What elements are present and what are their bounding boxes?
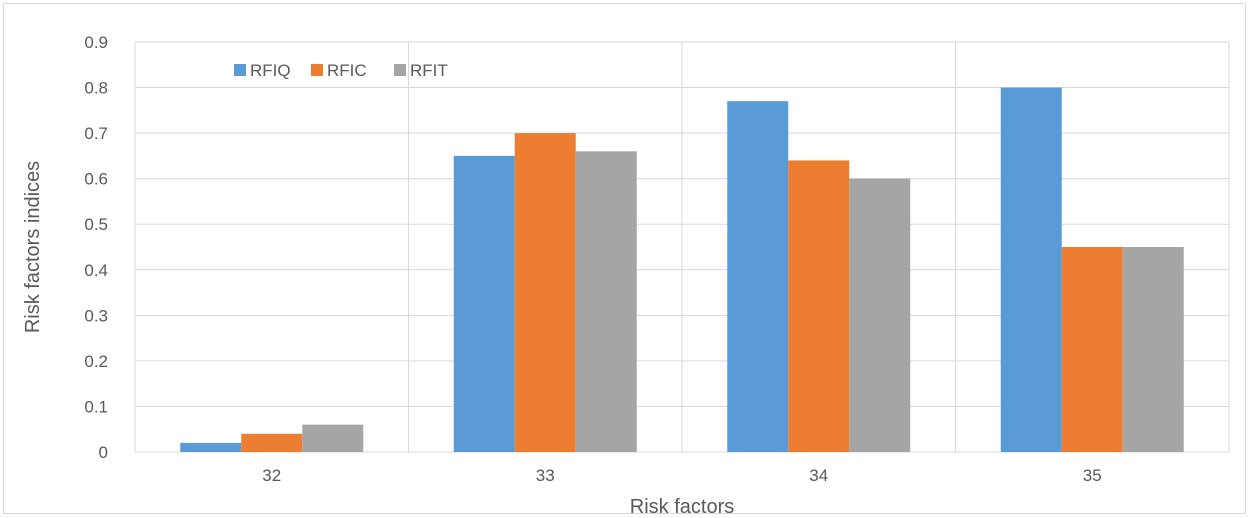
bar-rfit-35	[1122, 247, 1184, 452]
legend-swatch-rfiq	[234, 64, 246, 76]
y-tick-label: 0.7	[84, 124, 108, 143]
bar-rfiq-32	[180, 442, 242, 452]
legend-label-rfic: RFIC	[327, 61, 367, 80]
bar-rfit-33	[575, 151, 637, 453]
x-tick-labels: 32 33 34 35	[262, 466, 1101, 485]
bar-rfic-33	[514, 133, 576, 452]
legend-label-rfiq: RFIQ	[250, 61, 291, 80]
y-tick-label: 0.9	[84, 33, 108, 52]
y-tick-label: 0.6	[84, 170, 108, 189]
y-tick-label: 0.5	[84, 215, 108, 234]
y-tick-label: 0	[99, 443, 108, 462]
bar-rfiq-33	[453, 155, 515, 452]
y-tick-label: 0.3	[84, 306, 108, 325]
legend: RFIQ RFIC RFIT	[234, 61, 448, 80]
legend-swatch-rfic	[311, 64, 323, 76]
y-axis-label: Risk factors indices	[22, 161, 44, 333]
bar-rfiq-34	[727, 101, 789, 452]
y-tick-label: 0.2	[84, 352, 108, 371]
bar-rfic-35	[1061, 247, 1123, 452]
bar-rfic-32	[241, 433, 303, 452]
y-tick-labels: 0 0.1 0.2 0.3 0.4 0.5 0.6 0.7 0.8 0.9	[84, 33, 108, 462]
bar-rfic-34	[788, 160, 850, 452]
x-tick-label: 32	[262, 466, 281, 485]
bar-rfit-32	[302, 424, 364, 452]
bars	[180, 87, 1184, 453]
x-axis-label: Risk factors	[630, 496, 734, 518]
x-tick-label: 34	[809, 466, 828, 485]
bar-rfit-34	[849, 178, 911, 452]
legend-label-rfit: RFIT	[410, 61, 448, 80]
y-tick-label: 0.4	[84, 261, 108, 280]
legend-swatch-rfit	[394, 64, 406, 76]
x-tick-label: 35	[1083, 466, 1102, 485]
y-tick-label: 0.1	[84, 397, 108, 416]
bar-rfiq-35	[1000, 87, 1062, 453]
x-tick-label: 33	[536, 466, 555, 485]
y-tick-label: 0.8	[84, 79, 108, 98]
